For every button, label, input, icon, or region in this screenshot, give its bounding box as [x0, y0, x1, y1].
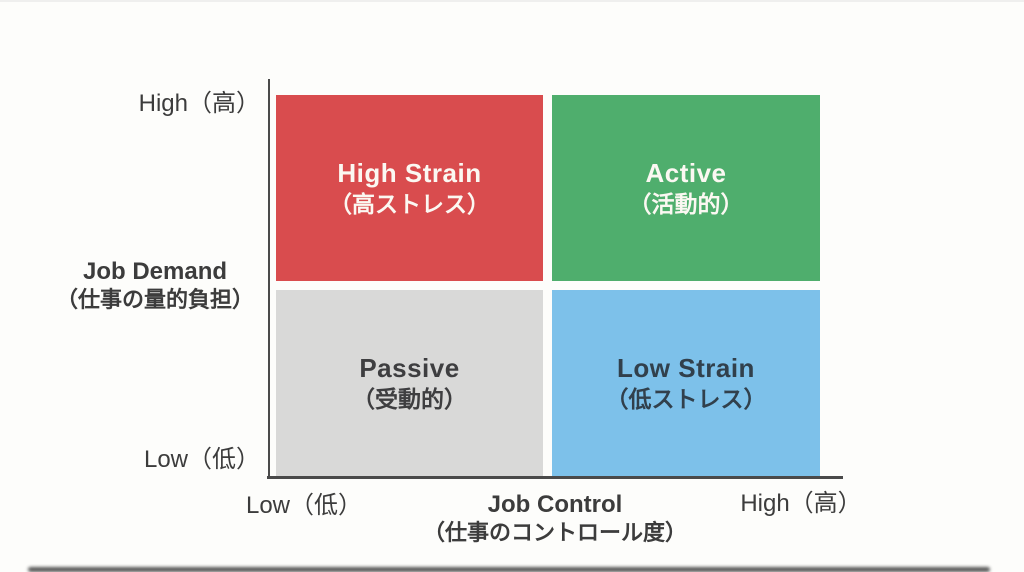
quadrant-high-strain-label: High Strain — [337, 158, 482, 188]
quadrant-passive-label: Passive — [359, 353, 460, 383]
y-axis-title: Job Demand （仕事の量的負担） — [35, 257, 275, 313]
bottom-edge-artifact — [28, 567, 990, 572]
quadrant-active-label: Active — [645, 158, 727, 188]
y-axis-title-en: Job Demand — [82, 258, 228, 285]
quadrant-active: Active （活動的） — [552, 95, 820, 281]
quadrant-active-sublabel: （活動的） — [628, 191, 744, 217]
quadrant-low-strain-sublabel: （低ストレス） — [605, 386, 767, 412]
quadrant-high-strain: High Strain （高ストレス） — [276, 95, 543, 281]
top-edge-artifact — [0, 0, 1024, 2]
quadrant-passive-sublabel: （受動的） — [352, 386, 467, 412]
y-axis-title-ja: （仕事の量的負担） — [55, 287, 254, 312]
x-axis-title-en: Job Control — [487, 491, 623, 518]
x-axis-tick-low: Low（低） — [245, 492, 363, 519]
x-axis-tick-high: High（高） — [740, 490, 862, 517]
x-axis-title-ja: （仕事のコントロール度） — [422, 520, 687, 545]
x-axis-line — [267, 476, 843, 479]
quadrant-low-strain: Low Strain （低ストレス） — [552, 290, 820, 476]
x-axis-title: Job Control （仕事のコントロール度） — [375, 490, 735, 546]
quadrant-low-strain-label: Low Strain — [617, 353, 755, 383]
quadrant-passive: Passive （受動的） — [276, 290, 543, 476]
y-axis-tick-low: Low（低） — [143, 446, 260, 473]
quadrant-high-strain-sublabel: （高ストレス） — [329, 191, 490, 217]
y-axis-tick-high: High（高） — [138, 90, 260, 117]
y-axis-line — [268, 79, 270, 479]
